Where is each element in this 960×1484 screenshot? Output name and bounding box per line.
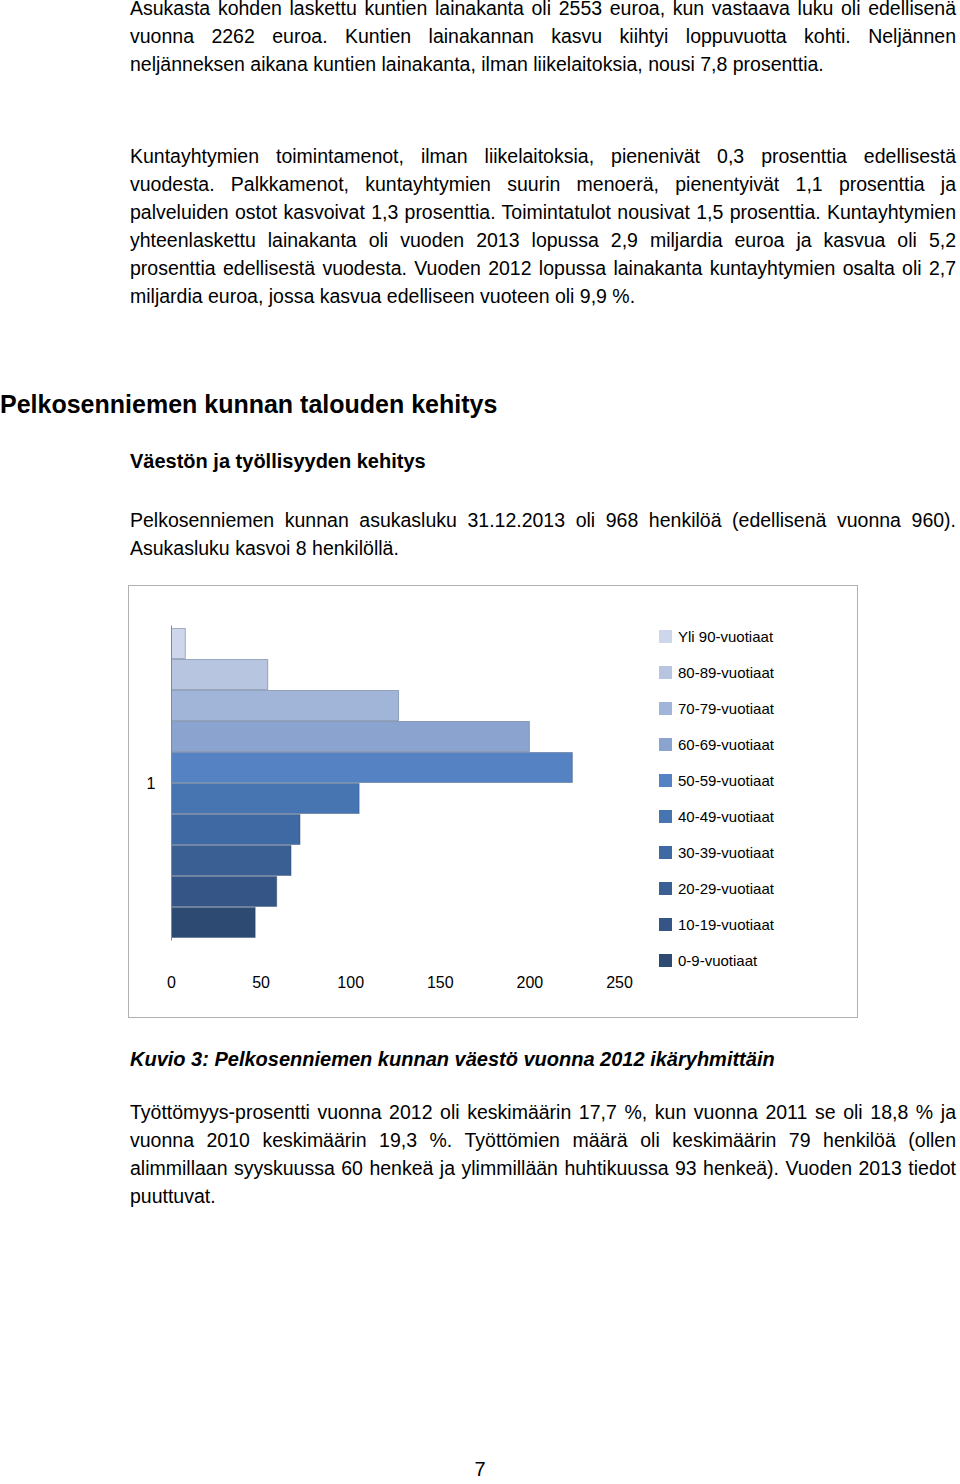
html-text:Yli 90-vuotiaat: Yli 90-vuotiaat [678,628,774,645]
html-text:50-59-vuotiaat: 50-59-vuotiaat [678,772,774,789]
html-text:7: 7 [474,1458,486,1480]
html-text:Pelkosenniemen kunnan talouden: Pelkosenniemen kunnan talouden kehitys [0,390,498,418]
html-text:Kuntayhtymien toimintamenot, i: Kuntayhtymien toimintamenot, ilman liike… [130,145,956,307]
svg-text:0: 0 [167,974,176,991]
html-text:Kuvio 3: Pelkosenniemen kunnan: Kuvio 3: Pelkosenniemen kunnan väestö vu… [130,1048,775,1070]
html-text:20-29-vuotiaat: 20-29-vuotiaat [678,880,774,897]
html-text:80-89-vuotiaat: 80-89-vuotiaat [678,664,774,681]
svg-text:50: 50 [252,974,270,991]
html-text:Työttömyys-prosentti vuonna 20: Työttömyys-prosentti vuonna 2012 oli kes… [130,1101,956,1207]
html-text:40-49-vuotiaat: 40-49-vuotiaat [678,808,774,825]
html-text:Väestön ja työllisyyden kehity: Väestön ja työllisyyden kehitys [130,450,426,472]
html-text:70-79-vuotiaat: 70-79-vuotiaat [678,700,774,717]
svg-text:250: 250 [606,974,633,991]
html-text:0-9-vuotiaat: 0-9-vuotiaat [678,952,758,969]
svg-text:200: 200 [517,974,544,991]
svg-text:1: 1 [147,775,156,792]
html-text:Pelkosenniemen kunnan asukaslu: Pelkosenniemen kunnan asukasluku 31.12.2… [130,509,956,559]
html-text:30-39-vuotiaat: 30-39-vuotiaat [678,844,774,861]
html-text:10-19-vuotiaat: 10-19-vuotiaat [678,916,774,933]
svg-text:100: 100 [337,974,364,991]
html-text:60-69-vuotiaat: 60-69-vuotiaat [678,736,774,753]
svg-text:150: 150 [427,974,454,991]
